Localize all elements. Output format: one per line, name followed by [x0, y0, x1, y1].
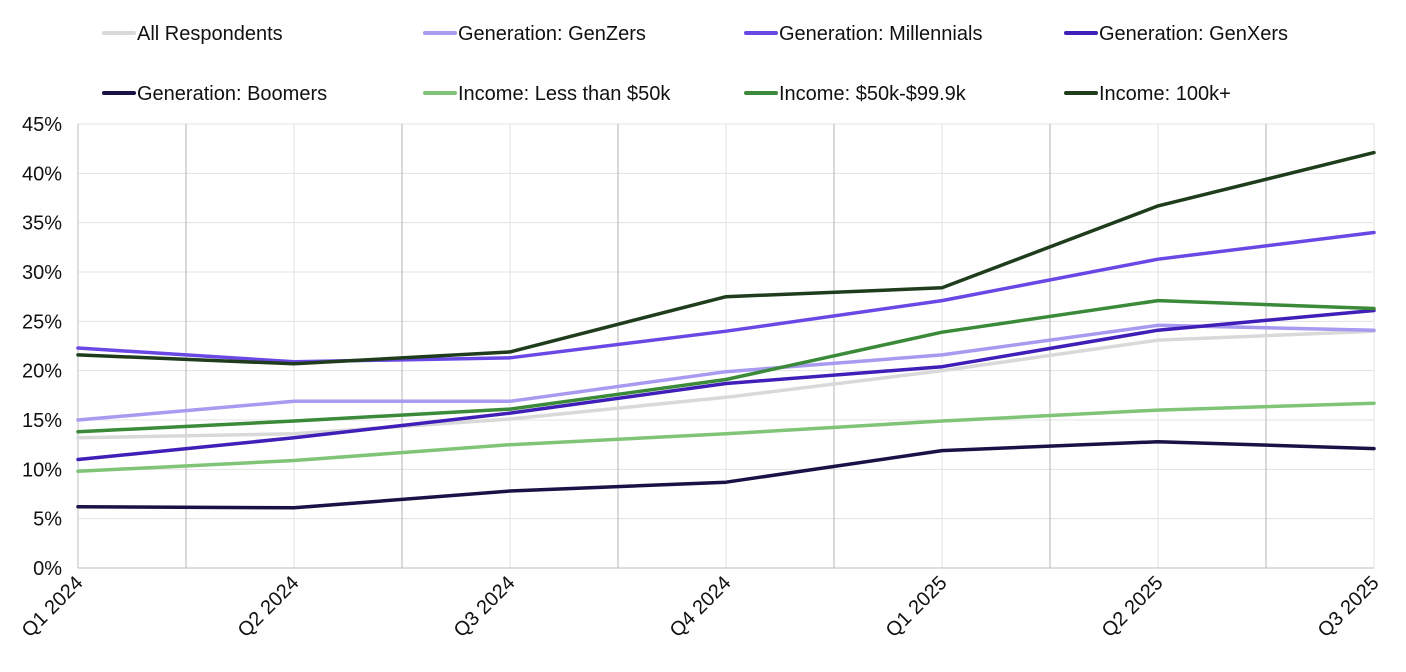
- y-tick-label: 25%: [22, 311, 62, 333]
- series-line-2: [76, 323, 1376, 422]
- x-tick-label: Q3 2025: [1314, 572, 1384, 642]
- legend-label: Generation: Millennials: [779, 23, 982, 45]
- series-line-4: [76, 308, 1376, 462]
- series-line-3: [76, 230, 1376, 364]
- x-tick-label: Q4 2024: [666, 572, 736, 642]
- legend-item: Income: 100k+: [1064, 83, 1231, 105]
- chart-legend: All Respondents Generation: GenZers Genera…: [102, 23, 1288, 105]
- legend-item: Generation: Millennials: [744, 23, 982, 45]
- series-line-7: [76, 298, 1376, 434]
- y-tick-label: 10%: [22, 459, 62, 481]
- legend-label: Income: 100k+: [1099, 83, 1231, 105]
- y-tick-label: 40%: [22, 163, 62, 185]
- series-line-1: [76, 329, 1376, 440]
- legend-label: Generation: GenZers: [458, 23, 646, 45]
- legend-item: Income: Less than $50k: [423, 83, 671, 105]
- series-line-5: [76, 439, 1376, 510]
- legend-label: All Respondents: [137, 23, 283, 45]
- legend-item: Income: $50k-$99.9k: [744, 83, 967, 105]
- y-tick-label: 20%: [22, 361, 62, 383]
- legend-label: Generation: Boomers: [137, 83, 327, 105]
- chart-axes: 0% 5% 10% 15% 20% 25% 30% 35% 40% 45% Q1 2024 Q2 20…: [18, 114, 1384, 642]
- y-tick-label: 45%: [22, 114, 62, 136]
- legend-item: All Respondents: [102, 23, 283, 45]
- legend-item: Generation: Boomers: [102, 83, 327, 105]
- y-tick-label: 15%: [22, 410, 62, 432]
- legend-label: Income: $50k-$99.9k: [779, 83, 967, 105]
- x-tick-label: Q2 2024: [234, 572, 304, 642]
- legend-item: Generation: GenZers: [423, 23, 646, 45]
- legend-label: Generation: GenXers: [1099, 23, 1288, 45]
- chart-series: [76, 150, 1376, 510]
- series-line-8: [76, 150, 1376, 366]
- chart-gridlines: [78, 123, 1375, 568]
- legend-item: Generation: GenXers: [1064, 23, 1288, 45]
- legend-label: Income: Less than $50k: [458, 83, 671, 105]
- y-tick-label: 0%: [33, 558, 62, 580]
- series-line-6: [76, 401, 1376, 474]
- x-tick-label: Q1 2024: [18, 572, 88, 642]
- y-tick-label: 30%: [22, 262, 62, 284]
- x-tick-label: Q2 2025: [1098, 572, 1168, 642]
- x-tick-label: Q3 2024: [450, 572, 520, 642]
- y-tick-label: 5%: [33, 509, 62, 531]
- x-tick-label: Q1 2025: [882, 572, 952, 642]
- y-tick-label: 35%: [22, 213, 62, 235]
